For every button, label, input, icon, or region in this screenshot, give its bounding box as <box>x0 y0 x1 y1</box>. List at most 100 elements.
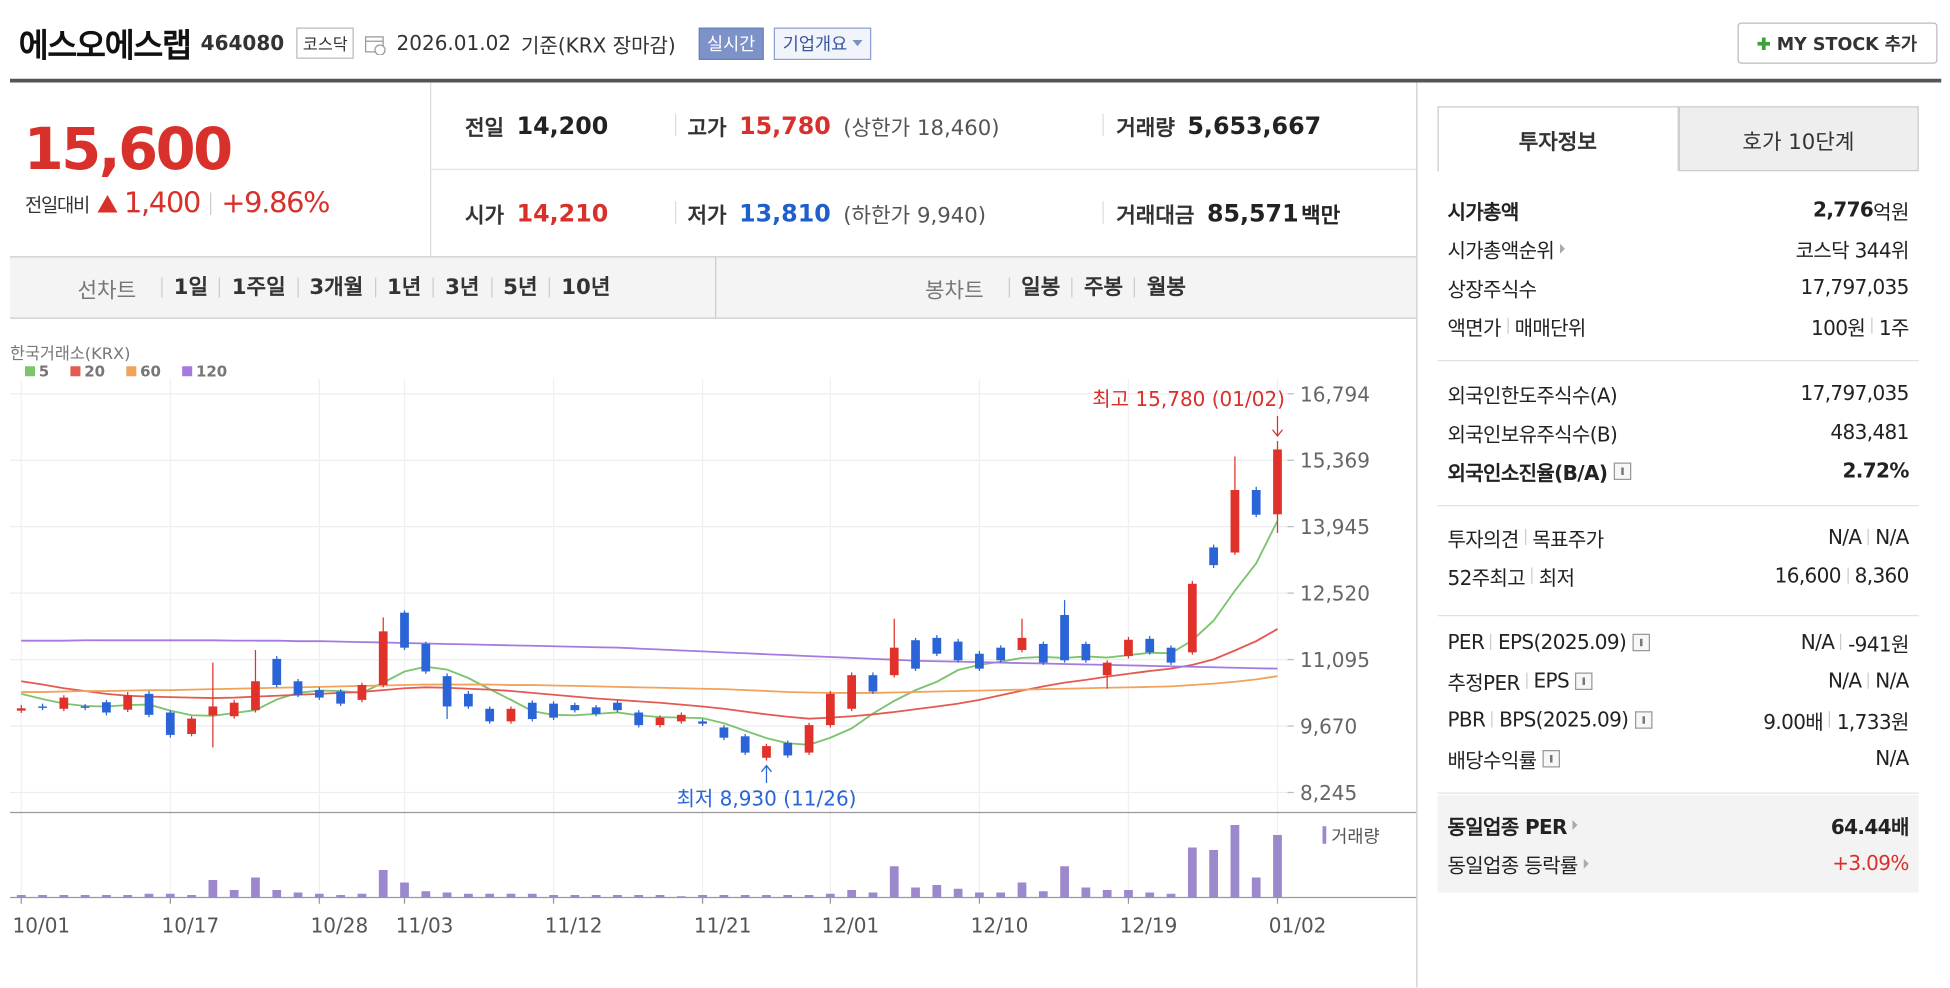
candle-body <box>357 684 367 700</box>
info-label-text: PER <box>1447 630 1485 654</box>
candle-tab[interactable]: 일봉 <box>1008 277 1072 298</box>
candle-body <box>825 693 835 726</box>
info-group: 외국인한도주식수(A) 17,797,035 외국인보유주식수(B) 483,481 외… <box>1437 361 1919 507</box>
candle-body <box>676 714 686 722</box>
candle-body <box>1081 643 1091 661</box>
candle-tab[interactable]: 주봉 <box>1071 277 1135 298</box>
quote-table: 전일 14,200 고가 15,780 (상한가 18,460) 거래량 5,653,667… <box>431 83 1417 257</box>
volume-bar <box>634 895 644 898</box>
info-value-text: 16,600 <box>1774 563 1842 588</box>
candle-tabs: 봉차트 일봉 주봉 월봉 <box>925 258 1197 318</box>
info-row: PBR BPS(2025.09) 9.00배 1,733원 <box>1448 700 1910 739</box>
info-label-text: 동일업종 PER <box>1447 814 1568 839</box>
info-value-text: 억원 <box>1873 199 1909 224</box>
info-value: 17,797,035 <box>1800 275 1909 299</box>
up-triangle <box>97 195 118 213</box>
high-arrow <box>1272 416 1283 438</box>
info-label: 동일업종 등락률 <box>1448 848 1589 878</box>
separator <box>1840 633 1842 650</box>
info-label-text: 매매단위 <box>1514 315 1587 340</box>
x-tick-label: 01/02 <box>1269 914 1327 938</box>
company-button[interactable]: 기업개요 <box>774 26 871 60</box>
x-tick-label: 11/21 <box>694 914 752 938</box>
candle-body <box>1017 637 1027 651</box>
candle-body <box>613 702 622 711</box>
divider <box>1416 82 1418 988</box>
volume-bar <box>165 893 175 898</box>
volume-bar <box>1060 866 1069 898</box>
period-tab[interactable]: 3개월 <box>296 277 375 298</box>
candle-body <box>655 717 665 726</box>
period-tab[interactable]: 10년 <box>548 277 622 298</box>
volume-bar <box>314 893 324 898</box>
change-rate: +9.86% <box>221 187 330 221</box>
info-value-text: N/A <box>1875 668 1909 693</box>
info-label-text: 액면가 <box>1447 315 1502 340</box>
volume-bar <box>911 887 920 898</box>
candle-body <box>975 653 984 669</box>
info-value: 483,481 <box>1830 420 1909 444</box>
tab-group-label: 선차트 <box>77 278 137 304</box>
volume-bar <box>16 895 26 898</box>
info-label-text: 외국인소진율(B/A) <box>1447 460 1608 485</box>
volume-bar <box>506 893 516 898</box>
info-label: 배당수익률 <box>1448 743 1561 773</box>
quote-value: 85,571 <box>1206 199 1299 227</box>
info-tab[interactable]: 호가 10단계 <box>1678 106 1919 172</box>
separator <box>1871 317 1873 334</box>
volume-bar <box>102 895 111 898</box>
quote-row: 시가 14,210 저가 13,810 (하한가 9,940) 거래대금 85,571 백만 <box>431 168 1417 257</box>
candle-body <box>485 708 495 722</box>
info-value-text: 8,360 <box>1854 563 1910 588</box>
period-tab[interactable]: 5년 <box>490 277 549 298</box>
info-row: 외국인소진율(B/A) 2.72% <box>1447 451 1910 490</box>
candle-body <box>1273 449 1282 515</box>
period-tab[interactable]: 1년 <box>374 277 433 298</box>
quote-value: 13,810 <box>739 199 831 227</box>
info-row: 외국인보유주식수(B) 483,481 <box>1448 413 1910 452</box>
chart-tabs: 선차트 1일 1주일 3개월 1년 3년 5년 10년 봉차트 일봉 주봉 월봉 <box>10 256 1417 319</box>
change-label: 전일대비 <box>25 193 90 216</box>
legend-swatch <box>25 366 35 377</box>
volume-bar <box>485 893 495 898</box>
info-tab[interactable]: 투자정보 <box>1437 106 1679 172</box>
period-tab[interactable]: 3년 <box>432 277 491 298</box>
info-value-text: 100원 <box>1811 315 1866 340</box>
info-value: 9.00배 1,733원 <box>1763 704 1909 734</box>
info-value: 64.44배 <box>1831 809 1910 839</box>
legend-swatch <box>70 366 81 377</box>
y-tick-label: 15,369 <box>1300 449 1370 473</box>
candle-body <box>400 612 409 648</box>
candle-body <box>421 643 431 672</box>
quote-cell: 저가 13,810 (하한가 9,940) <box>688 170 987 256</box>
mystock-button[interactable]: MY STOCK 추가 <box>1737 22 1938 64</box>
y-tick-label: 12,520 <box>1300 582 1370 606</box>
info-label: PBR BPS(2025.09) <box>1448 708 1653 732</box>
volume-bar <box>698 895 707 898</box>
volume-bar <box>1209 850 1218 898</box>
candle-tab[interactable]: 월봉 <box>1134 277 1197 298</box>
info-label-text: 투자의견 <box>1447 526 1520 551</box>
period-tab[interactable]: 1일 <box>161 277 219 298</box>
volume-bar <box>80 895 90 898</box>
info-label-text: BPS(2025.09) <box>1499 707 1629 732</box>
info-row: 52주최고 최저 16,600 8,360 <box>1448 556 1910 595</box>
x-tick-label: 11/12 <box>545 914 603 938</box>
price-change: 전일대비 1,400 +9.86% <box>25 187 331 221</box>
info-label: 시가총액 <box>1448 194 1520 224</box>
stock-chart: 한국거래소(KRX)5 20 60 120 16,794 15,369 13,945 12,5… <box>10 344 1417 938</box>
candle-body <box>1102 662 1112 676</box>
info-label-text: 외국인한도주식수(A) <box>1447 383 1618 407</box>
separator <box>675 113 677 137</box>
period-tab[interactable]: 1주일 <box>219 277 297 298</box>
realtime-button[interactable]: 실시간 <box>698 26 765 60</box>
legend-label: 60 <box>140 362 161 380</box>
volume-bar <box>59 895 69 898</box>
info-row: 액면가 매매단위 100원 1주 <box>1447 306 1910 345</box>
candle-body <box>1124 639 1133 657</box>
info-value-text: 2.72% <box>1842 458 1909 483</box>
volume-bar <box>889 866 899 898</box>
low-annotation: 최저 8,930 (11/26) <box>676 787 856 811</box>
volume-bar <box>1273 834 1282 898</box>
